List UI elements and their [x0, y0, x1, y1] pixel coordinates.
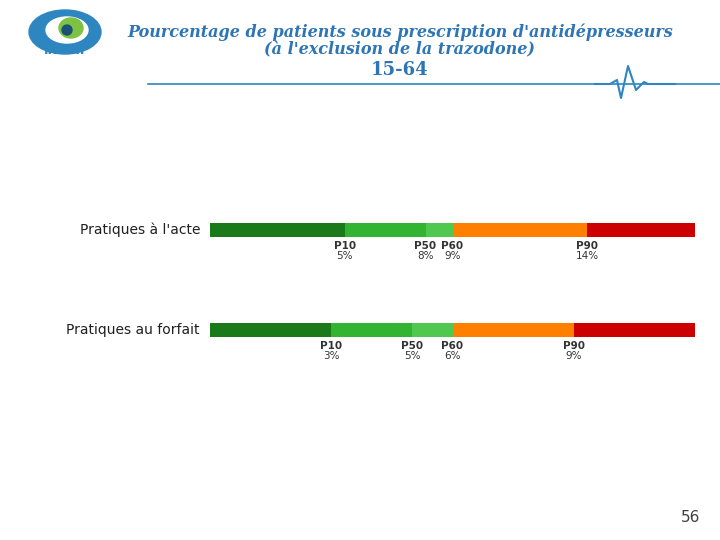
Bar [452, 323, 574, 337]
Ellipse shape [59, 18, 83, 38]
Bar [331, 323, 412, 337]
Text: P90: P90 [563, 341, 585, 351]
Ellipse shape [62, 25, 72, 35]
Text: 56: 56 [680, 510, 700, 525]
Text: P10: P10 [320, 341, 342, 351]
Bar [574, 323, 695, 337]
Text: Pourcentage de patients sous prescription d'antidépresseurs: Pourcentage de patients sous prescriptio… [127, 23, 673, 40]
Text: P50: P50 [415, 241, 436, 251]
Text: P90: P90 [576, 241, 598, 251]
Text: Pratiques à l'acte: Pratiques à l'acte [79, 222, 200, 237]
Text: 8%: 8% [418, 251, 434, 261]
Bar [345, 223, 426, 237]
Text: 6%: 6% [444, 351, 461, 361]
Text: P10: P10 [333, 241, 356, 251]
Text: P60: P60 [441, 341, 464, 351]
Bar [452, 223, 588, 237]
Text: 3%: 3% [323, 351, 340, 361]
Text: INAMI: INAMI [45, 44, 86, 57]
Text: P50: P50 [401, 341, 423, 351]
Text: 15-64: 15-64 [372, 61, 429, 79]
Text: 14%: 14% [576, 251, 599, 261]
Ellipse shape [29, 10, 101, 54]
Text: Pratiques au forfait: Pratiques au forfait [66, 323, 200, 337]
Bar [210, 223, 345, 237]
Bar [588, 223, 695, 237]
Bar [412, 323, 452, 337]
Text: 9%: 9% [444, 251, 461, 261]
Text: 9%: 9% [565, 351, 582, 361]
Bar [210, 323, 331, 337]
Text: 5%: 5% [404, 351, 420, 361]
Text: 5%: 5% [336, 251, 353, 261]
Ellipse shape [46, 17, 88, 43]
Bar [426, 223, 452, 237]
Text: (à l'exclusion de la trazodone): (à l'exclusion de la trazodone) [264, 42, 536, 58]
Text: P60: P60 [441, 241, 464, 251]
